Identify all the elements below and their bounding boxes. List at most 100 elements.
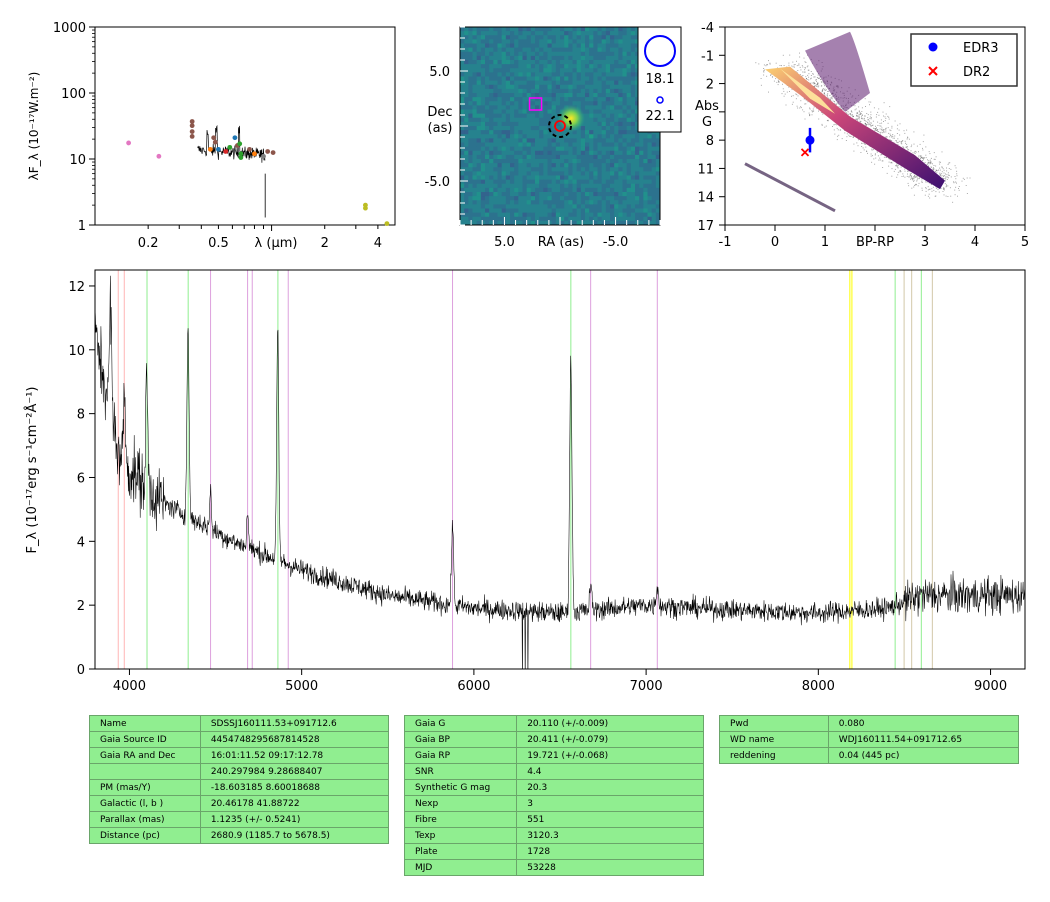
cutout-pixel bbox=[505, 154, 511, 160]
cutout-pixel bbox=[505, 179, 511, 185]
hr-field-point bbox=[956, 175, 958, 177]
cutout-pixel bbox=[476, 43, 482, 49]
cutout-pixel bbox=[547, 204, 553, 209]
hr-field-point bbox=[813, 81, 815, 83]
cutout-pixel bbox=[468, 109, 473, 115]
hr-field-point bbox=[820, 79, 822, 80]
cutout-pixel bbox=[505, 208, 511, 214]
hr-field-point bbox=[899, 171, 901, 173]
cutout-pixel bbox=[539, 121, 544, 127]
hr-field-point bbox=[841, 138, 843, 140]
hr-field-point bbox=[883, 131, 885, 133]
cutout-pixel bbox=[497, 159, 503, 164]
cutout-pixel bbox=[535, 35, 540, 40]
cutout-pixel bbox=[580, 35, 586, 40]
cutout-pixel bbox=[526, 200, 532, 205]
cutout-pixel bbox=[622, 72, 628, 77]
cutout-pixel bbox=[505, 64, 511, 69]
hr-field-point bbox=[869, 104, 870, 106]
hr-field-point bbox=[827, 90, 829, 92]
hr-field-point bbox=[906, 147, 908, 149]
cutout-pixel bbox=[514, 55, 519, 61]
cutout-pixel bbox=[576, 216, 582, 222]
cutout-pixel bbox=[639, 142, 644, 148]
hr-field-point bbox=[881, 129, 883, 131]
cutout-pixel bbox=[568, 142, 573, 148]
cutout-pixel bbox=[514, 76, 519, 82]
cutout-pixel bbox=[518, 60, 523, 65]
cutout-pixel bbox=[514, 31, 519, 36]
cutout-pixel bbox=[560, 51, 565, 57]
cutout-pixel bbox=[539, 109, 544, 115]
cutout-pixel bbox=[555, 216, 561, 222]
cutout-pixel bbox=[614, 88, 619, 94]
cutout-pixel bbox=[643, 138, 648, 143]
hr-field-point bbox=[897, 174, 899, 176]
cutout-pixel bbox=[614, 179, 619, 185]
cutout-pixel bbox=[610, 154, 615, 160]
cutout-pixel bbox=[464, 130, 469, 135]
cutout-pixel bbox=[647, 150, 653, 156]
cutout-pixel bbox=[626, 208, 632, 214]
hr-field-point bbox=[894, 168, 896, 170]
cutout-pixel bbox=[539, 187, 544, 193]
cutout-pixel bbox=[610, 80, 615, 86]
cutout-pixel bbox=[639, 134, 644, 139]
cutout-pixel bbox=[572, 216, 578, 222]
cutout-pixel bbox=[543, 154, 548, 160]
cutout-pixel bbox=[485, 39, 490, 44]
hr-field-point bbox=[841, 109, 843, 110]
cutout-pixel bbox=[580, 93, 586, 98]
cutout-pixel bbox=[522, 72, 528, 77]
cutout-pixel bbox=[501, 68, 507, 73]
cutout-pixel bbox=[547, 47, 553, 53]
cutout-pixel bbox=[626, 216, 632, 222]
hr-field-point bbox=[942, 191, 944, 192]
cutout-pixel bbox=[589, 126, 594, 131]
cutout-pixel bbox=[630, 187, 636, 193]
cutout-pixel bbox=[593, 192, 598, 197]
cutout-pixel bbox=[547, 113, 553, 119]
cutout-pixel bbox=[551, 117, 557, 123]
cutout-pixel bbox=[497, 220, 503, 225]
cutout-pixel bbox=[472, 64, 478, 69]
cutout-pixel bbox=[597, 64, 603, 69]
cutout-pixel bbox=[522, 163, 528, 168]
cutout-pixel bbox=[564, 64, 569, 69]
hr-field-point bbox=[829, 98, 831, 100]
cutout-pixel bbox=[535, 212, 540, 218]
hr-field-point bbox=[928, 165, 930, 167]
cutout-pixel bbox=[510, 84, 515, 90]
cutout-pixel bbox=[460, 109, 465, 115]
hr-field-point bbox=[821, 123, 823, 125]
cutout-pixel bbox=[551, 167, 557, 172]
cutout-pixel bbox=[589, 105, 594, 110]
cutout-pixel bbox=[547, 208, 553, 214]
cutout-pixel bbox=[589, 88, 594, 94]
sed-point bbox=[363, 205, 368, 211]
cutout-pixel bbox=[468, 159, 473, 164]
cutout-pixel bbox=[464, 39, 469, 44]
cutout-pixel bbox=[614, 159, 619, 164]
cutout-pixel bbox=[522, 105, 528, 110]
cutout-pixel bbox=[568, 204, 573, 209]
cutout-pixel bbox=[514, 154, 519, 160]
hr-field-point bbox=[876, 129, 878, 131]
cutout-pixel bbox=[472, 31, 478, 36]
hr-field-point bbox=[852, 116, 853, 118]
info-value: 20.411 (+/-0.079) bbox=[516, 731, 704, 748]
hr-field-point bbox=[864, 144, 866, 145]
cutout-pixel bbox=[472, 121, 478, 127]
cutout-pixel bbox=[580, 163, 586, 168]
cutout-pixel bbox=[551, 134, 557, 139]
cutout-pixel bbox=[580, 88, 586, 94]
hr-field-point bbox=[922, 141, 924, 143]
cutout-pixel bbox=[460, 126, 465, 131]
hr-field-point bbox=[902, 173, 904, 175]
cutout-pixel bbox=[530, 121, 536, 127]
cutout-pixel bbox=[601, 76, 607, 82]
cutout-pixel bbox=[476, 68, 482, 73]
hr-field-point bbox=[939, 169, 941, 171]
cutout-pixel bbox=[472, 76, 478, 82]
cutout-pixel bbox=[589, 167, 594, 172]
